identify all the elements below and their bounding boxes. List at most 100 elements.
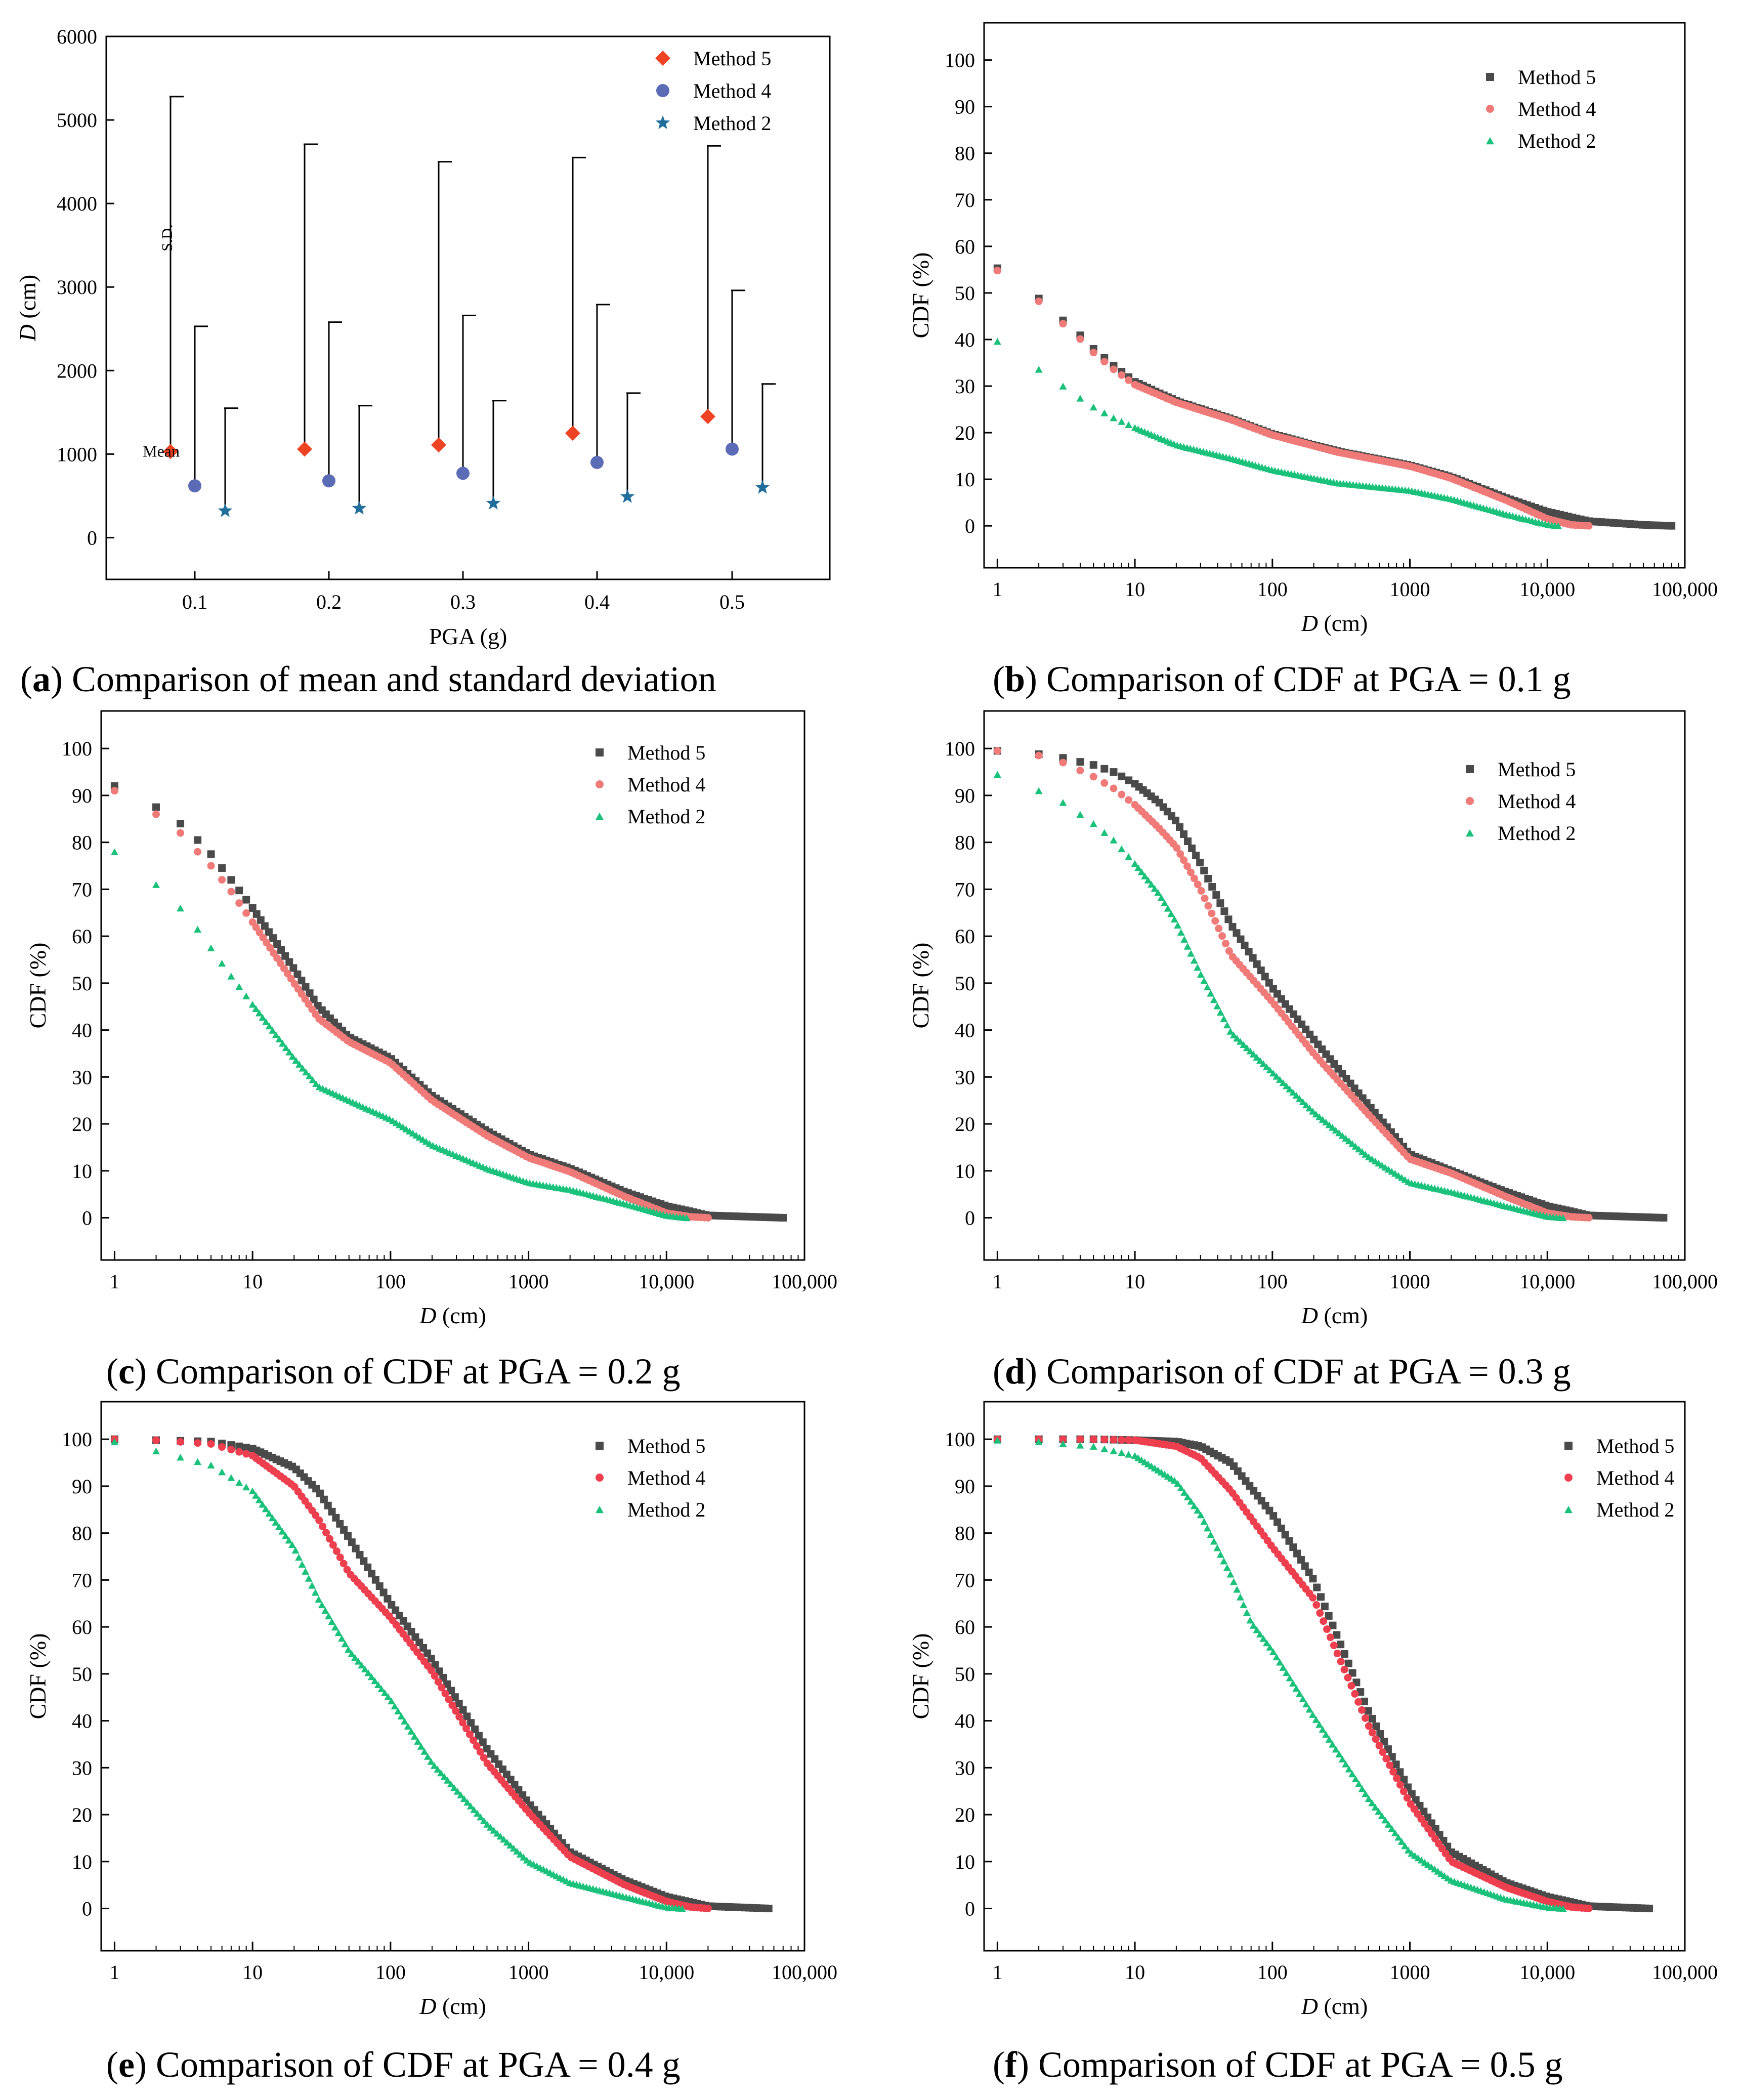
y-tick-label: 30 [955, 375, 975, 398]
cdf-point [252, 1005, 260, 1012]
cdf-point [1347, 1682, 1355, 1690]
y-tick-label: 10 [955, 468, 975, 491]
cdf-point [360, 1557, 368, 1565]
cdf-point [1319, 1726, 1327, 1733]
cdf-point [463, 1712, 471, 1720]
cdf-point [1256, 1057, 1264, 1064]
series-method-5 [993, 264, 1676, 530]
cdf-point [282, 1044, 290, 1052]
mean-marker [352, 500, 367, 515]
cdf-point [1076, 1442, 1084, 1449]
legend-marker [1486, 73, 1494, 81]
legend-label: Method 2 [627, 805, 705, 828]
cdf-point [483, 1821, 491, 1828]
cdf-point [329, 1541, 337, 1549]
cdf-point [1393, 1774, 1401, 1782]
cdf-point [371, 1677, 379, 1685]
cdf-point [235, 899, 243, 907]
y-tick-label: 0 [82, 1207, 92, 1230]
cdf-point [1100, 829, 1109, 836]
legend-marker [1564, 1442, 1573, 1450]
cdf-point [242, 896, 250, 904]
x-tick-label: 1 [992, 1961, 1002, 1984]
cdf-point [1194, 963, 1202, 971]
cdf-point [1035, 751, 1043, 760]
cdf-point [358, 1661, 366, 1669]
cdf-point [1253, 1054, 1261, 1061]
caption-e: (e) Comparison of CDF at PGA = 0.4 g [106, 2044, 681, 2085]
mean-marker [218, 503, 233, 517]
series-method-4 [993, 747, 1593, 1222]
cdf-point [1358, 1785, 1366, 1792]
cdf-point [1141, 872, 1149, 879]
cdf-point [1333, 1650, 1341, 1658]
cdf-point [1355, 1145, 1363, 1153]
cdf-point [516, 1851, 524, 1858]
cdf-point [1125, 776, 1133, 784]
cdf-point [235, 983, 243, 990]
x-tick-label: 100,000 [772, 1961, 837, 1984]
cdf-point [1180, 936, 1189, 943]
cdf-point [367, 1673, 375, 1681]
x-tick-label: 100,000 [772, 1270, 837, 1293]
cdf-point [470, 1806, 478, 1813]
series-method-4 [993, 267, 1593, 530]
cdf-point [1372, 1735, 1380, 1743]
cdf-point [1118, 845, 1126, 853]
cdf-point [1365, 1795, 1373, 1802]
cdf-point [1226, 1571, 1235, 1578]
cdf-point [310, 995, 318, 1003]
cdf-point [235, 887, 243, 895]
cdf-point [324, 1501, 332, 1509]
cdf-point [1279, 1664, 1287, 1671]
cdf-point [1412, 1796, 1420, 1804]
y-tick-label: 5000 [57, 109, 97, 132]
cdf-point [1225, 947, 1233, 955]
cdf-point [1302, 1700, 1310, 1708]
x-tick-label: 10 [1125, 578, 1145, 601]
cdf-point [1204, 874, 1212, 883]
cdf-point [993, 747, 1001, 755]
y-tick-label: 50 [955, 1663, 975, 1686]
y-tick-label: 100 [62, 1428, 92, 1451]
cdf-point [227, 973, 235, 980]
cdf-point [473, 1742, 481, 1750]
y-tick-label: 40 [72, 1710, 92, 1733]
cdf-point [1281, 1531, 1289, 1539]
cdf-point [1148, 880, 1156, 888]
cdf-point [1375, 1742, 1383, 1750]
cdf-point [1076, 395, 1084, 402]
cdf-point [1299, 1098, 1307, 1105]
cdf-point [434, 1766, 442, 1773]
cdf-point [302, 1068, 310, 1076]
mean-marker [456, 467, 470, 480]
cdf-point [259, 1014, 267, 1021]
cdf-point [218, 1443, 226, 1451]
cdf-point [1253, 1626, 1261, 1633]
cdf-point [248, 1000, 257, 1008]
cdf-point [235, 1448, 243, 1456]
cdf-point [1188, 845, 1196, 853]
caption-d: (d) Comparison of CDF at PGA = 0.3 g [993, 1351, 1571, 1392]
cdf-point [1272, 1073, 1281, 1080]
cdf-point [218, 864, 226, 872]
cdf-point [319, 1523, 327, 1531]
cdf-point [1342, 1760, 1350, 1768]
cdf-point [1358, 1148, 1366, 1155]
cdf-point [1233, 929, 1241, 937]
cdf-point [1325, 1612, 1333, 1620]
y-tick-label: 60 [955, 235, 975, 258]
cdf-point [1035, 1438, 1043, 1445]
cdf-point [1118, 1449, 1126, 1456]
cdf-point [1246, 1047, 1254, 1055]
cdf-point [1292, 1685, 1300, 1692]
cdf-point [1379, 1748, 1387, 1756]
cdf-point [1301, 1562, 1309, 1570]
x-tick-label: 10,000 [639, 1961, 694, 1984]
cdf-point [1157, 894, 1165, 901]
cdf-point [1237, 935, 1245, 943]
x-tick-label: 0.2 [316, 591, 342, 613]
cdf-point [427, 1758, 435, 1765]
cdf-point [1211, 917, 1219, 925]
cdf-point [1190, 956, 1198, 964]
